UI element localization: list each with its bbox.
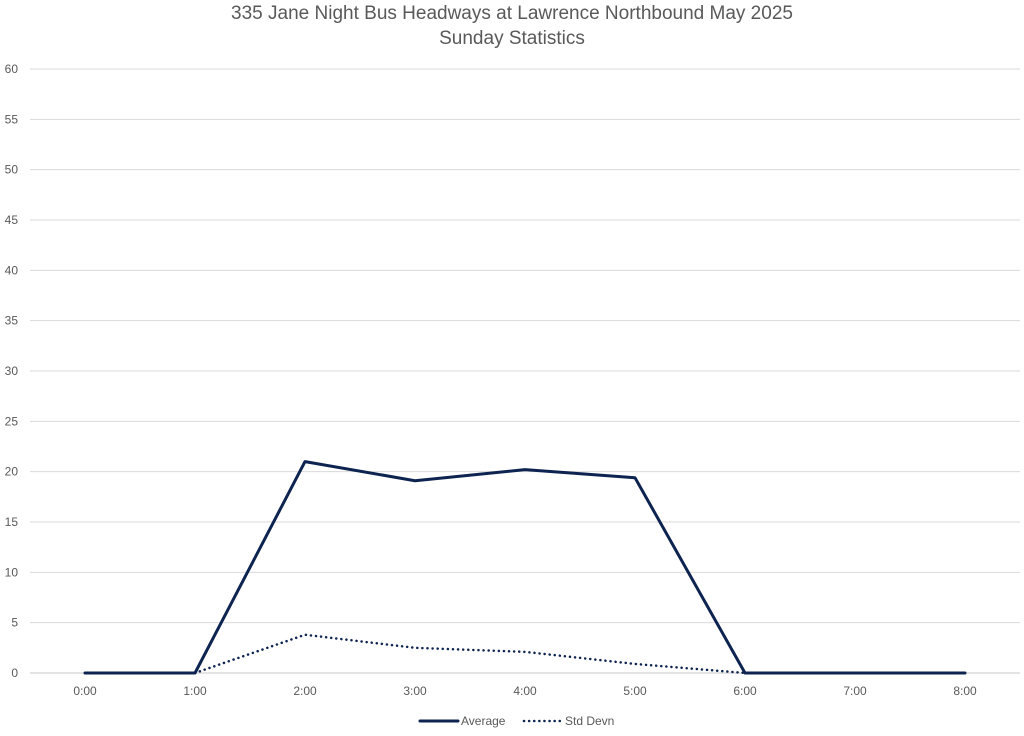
x-tick-label: 5:00 <box>623 684 647 698</box>
chart-subtitle: Sunday Statistics <box>439 28 585 49</box>
legend-label: Average <box>461 714 506 728</box>
series-line-average <box>83 460 967 675</box>
y-tick-label: 5 <box>11 616 18 630</box>
y-tick-label: 40 <box>5 263 19 277</box>
y-tick-label: 0 <box>11 666 18 680</box>
x-tick-label: 7:00 <box>843 684 867 698</box>
x-tick-label: 4:00 <box>513 684 537 698</box>
x-tick-label: 6:00 <box>733 684 757 698</box>
legend-label: Std Devn <box>565 714 614 728</box>
x-tick-label: 2:00 <box>293 684 317 698</box>
y-tick-label: 55 <box>5 112 19 126</box>
y-tick-label: 60 <box>5 62 19 76</box>
y-tick-label: 45 <box>5 213 19 227</box>
y-tick-label: 15 <box>5 515 19 529</box>
y-tick-label: 10 <box>5 565 19 579</box>
y-tick-label: 50 <box>5 163 19 177</box>
x-tick-label: 0:00 <box>73 684 97 698</box>
y-tick-label: 25 <box>5 414 19 428</box>
x-tick-label: 3:00 <box>403 684 427 698</box>
chart-title: 335 Jane Night Bus Headways at Lawrence … <box>231 3 793 24</box>
y-tick-label: 35 <box>5 314 19 328</box>
x-tick-label: 1:00 <box>183 684 207 698</box>
x-tick-label: 8:00 <box>953 684 977 698</box>
y-tick-label: 30 <box>5 364 19 378</box>
y-tick-label: 20 <box>5 465 19 479</box>
series-line-std-devn <box>193 633 747 675</box>
